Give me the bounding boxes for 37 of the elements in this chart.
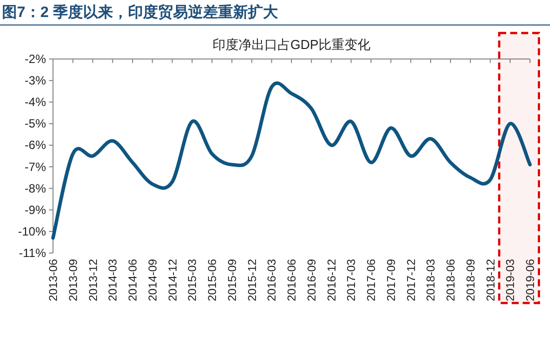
- x-tick-label: 2014-06: [128, 259, 140, 302]
- y-tick-label: -8%: [24, 181, 46, 196]
- x-tick-label: 2013-06: [48, 259, 60, 302]
- x-tick-label: 2014-09: [147, 259, 160, 302]
- x-tick-label: 2015-09: [226, 259, 239, 302]
- y-tick-label: -6%: [24, 138, 46, 152]
- y-tick-label: -10%: [18, 224, 46, 238]
- x-tick-label: 2015-12: [246, 259, 259, 302]
- chart-subtitle: 印度净出口占GDP比重变化: [212, 37, 371, 52]
- y-tick-label: -4%: [24, 95, 46, 110]
- x-tick-label: 2016-06: [286, 259, 298, 302]
- y-tick-label: -3%: [24, 74, 46, 88]
- y-tick-label: -7%: [24, 160, 46, 174]
- x-tick-label: 2015-03: [187, 259, 200, 302]
- x-tick-label: 2018-09: [465, 259, 478, 302]
- y-tick-label: -2%: [24, 52, 46, 66]
- x-tick-label: 2018-06: [446, 259, 458, 302]
- x-tick-label: 2017-09: [386, 259, 398, 302]
- y-tick-label: -11%: [18, 246, 46, 260]
- y-tick-label: -5%: [24, 116, 46, 131]
- x-tick-label: 2014-12: [167, 259, 180, 302]
- x-tick-label: 2017-06: [366, 259, 378, 302]
- x-tick-label: 2014-03: [108, 259, 120, 302]
- x-tick-label: 2013-12: [88, 259, 100, 302]
- chart-title: 图7：2 季度以来，印度贸易逆差重新扩大: [2, 3, 279, 21]
- x-tick-label: 2018-03: [426, 259, 438, 302]
- x-tick-label: 2013-09: [68, 259, 80, 302]
- x-tick-label: 2016-03: [266, 259, 279, 302]
- x-tick-label: 2016-09: [306, 259, 318, 302]
- y-tick-label: -9%: [24, 202, 46, 217]
- x-tick-label: 2019-06: [525, 259, 537, 302]
- x-tick-label: 2019-03: [505, 259, 518, 302]
- x-tick-label: 2015-06: [207, 259, 219, 302]
- x-tick-label: 2017-12: [406, 259, 418, 302]
- x-tick-label: 2018-12: [485, 259, 498, 302]
- x-tick-label: 2016-12: [326, 259, 338, 302]
- x-tick-label: 2017-03: [346, 259, 358, 302]
